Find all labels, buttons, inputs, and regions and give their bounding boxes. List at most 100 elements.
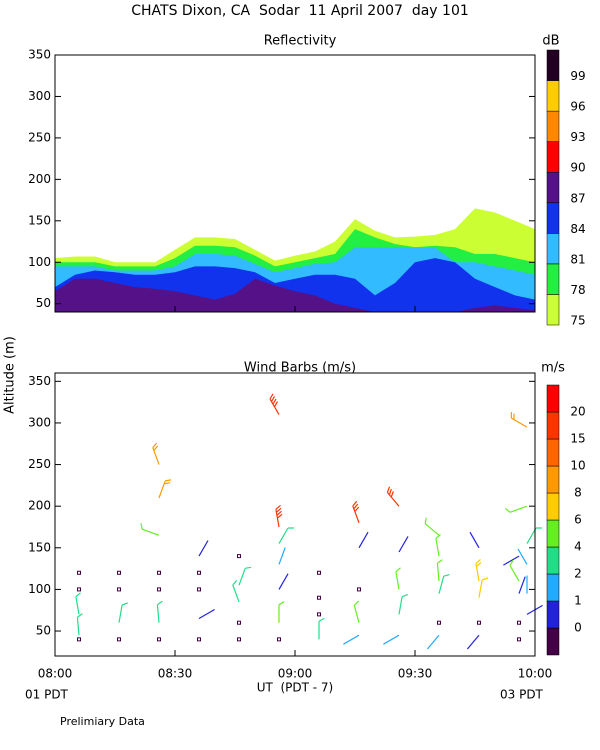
y-axis-label: Altitude (m) (3, 336, 18, 414)
calm-marker (517, 620, 521, 625)
y-tick-label: 100 (28, 255, 51, 269)
y-tick-label: 350 (28, 48, 51, 62)
wind-barb (517, 548, 528, 565)
wind-barb (158, 479, 172, 499)
wind-barb (509, 560, 520, 582)
x-tick-label: 08:30 (158, 667, 193, 681)
wind-barb (395, 567, 401, 590)
wind-barb (518, 576, 526, 594)
footnote: Prelimiary Data (60, 715, 145, 728)
wind-barb (469, 531, 480, 549)
colorbar-box (546, 519, 560, 548)
colorbar-tick-label: 4 (574, 540, 582, 554)
wind-barb (386, 486, 400, 507)
wind-barb (358, 531, 369, 549)
wind-barb (278, 573, 289, 590)
wind-barb (435, 534, 441, 557)
wind-barb (75, 592, 81, 615)
calm-marker (77, 587, 81, 592)
calm-marker (197, 587, 201, 592)
wind-barb (438, 574, 450, 594)
wind-barb (278, 601, 285, 623)
colorbar-tick-label: 84 (570, 222, 585, 236)
colorbar-tick-label: 96 (570, 100, 585, 114)
wind-barb (478, 577, 488, 598)
colorbar-box (546, 110, 560, 142)
wind-barb (238, 566, 252, 586)
colorbar-tick-label: 78 (570, 283, 585, 297)
colorbar-tick-label: 6 (574, 513, 582, 527)
calm-marker (157, 637, 161, 642)
colorbar-tick-label: 10 (570, 459, 585, 473)
colorbar-box (546, 202, 560, 234)
colorbar-tick-label: 20 (570, 405, 585, 419)
wind-barb (275, 504, 283, 528)
wind-barb (426, 634, 440, 650)
y-tick-label: 300 (28, 415, 51, 429)
wind-barb (156, 600, 163, 623)
wind-barb (398, 536, 409, 553)
colorbar-box (546, 384, 560, 413)
wind-barb (475, 559, 482, 582)
colorbar-tick-label: 81 (570, 252, 585, 266)
wind-barb (198, 540, 209, 557)
y-tick-label: 150 (28, 213, 51, 227)
colorbar-box (546, 465, 560, 494)
x-tick-label: 09:00 (278, 667, 313, 681)
calm-marker (237, 620, 241, 625)
colorbar-tick-label: 93 (570, 130, 585, 144)
calm-marker (317, 612, 321, 617)
calm-marker (117, 637, 121, 642)
wind-barb (76, 613, 83, 636)
calm-marker (517, 637, 521, 642)
colorbar-tick-label: 87 (570, 191, 585, 205)
calm-marker (117, 570, 121, 575)
calm-marker (117, 587, 121, 592)
reflectivity-area (55, 278, 535, 312)
wind-barb (318, 617, 325, 640)
wind-barb (269, 393, 280, 415)
colorbar-box (546, 294, 560, 326)
y-tick-label: 200 (28, 499, 51, 513)
panel-title: Wind Barbs (m/s) (244, 361, 356, 376)
colorbar-box (546, 49, 560, 81)
colorbar-box (546, 600, 560, 629)
y-tick-label: 300 (28, 89, 51, 103)
calm-marker (437, 620, 441, 625)
page-title: CHATS Dixon, CA Sodar 11 April 2007 day … (131, 3, 469, 19)
wind-barb (278, 527, 294, 544)
y-tick-label: 250 (28, 457, 51, 471)
calm-marker (157, 587, 161, 592)
calm-marker (197, 637, 201, 642)
wind-barb (278, 547, 286, 565)
colorbar-box (546, 438, 560, 467)
calm-marker (477, 620, 481, 625)
y-tick-label: 200 (28, 172, 51, 186)
wind-barb (232, 580, 240, 603)
wind-barb (503, 555, 520, 566)
calm-marker (357, 587, 361, 592)
wind-barb (424, 517, 440, 536)
x-tick-label: 09:30 (398, 667, 433, 681)
wind-barb (343, 634, 360, 645)
colorbar-box (546, 80, 560, 112)
y-tick-label: 50 (36, 624, 51, 638)
wind-barb (436, 559, 443, 582)
y-tick-label: 150 (28, 540, 51, 554)
calm-marker (157, 570, 161, 575)
colorbar-tick-label: 0 (574, 621, 582, 635)
colorbar-box (546, 263, 560, 295)
colorbar-tick-label: 75 (570, 314, 585, 328)
calm-marker (237, 637, 241, 642)
colorbar-box (546, 492, 560, 521)
colorbar-tick-label: 90 (570, 161, 585, 175)
calm-marker (317, 595, 321, 600)
colorbar-box (546, 573, 560, 602)
colorbar-tick-label: 99 (570, 69, 585, 83)
calm-marker (77, 570, 81, 575)
x-axis-label: UT (PDT - 7) (257, 681, 334, 695)
y-tick-label: 50 (36, 296, 51, 310)
wind-barb (118, 602, 129, 623)
panel-title: Reflectivity (264, 34, 337, 49)
